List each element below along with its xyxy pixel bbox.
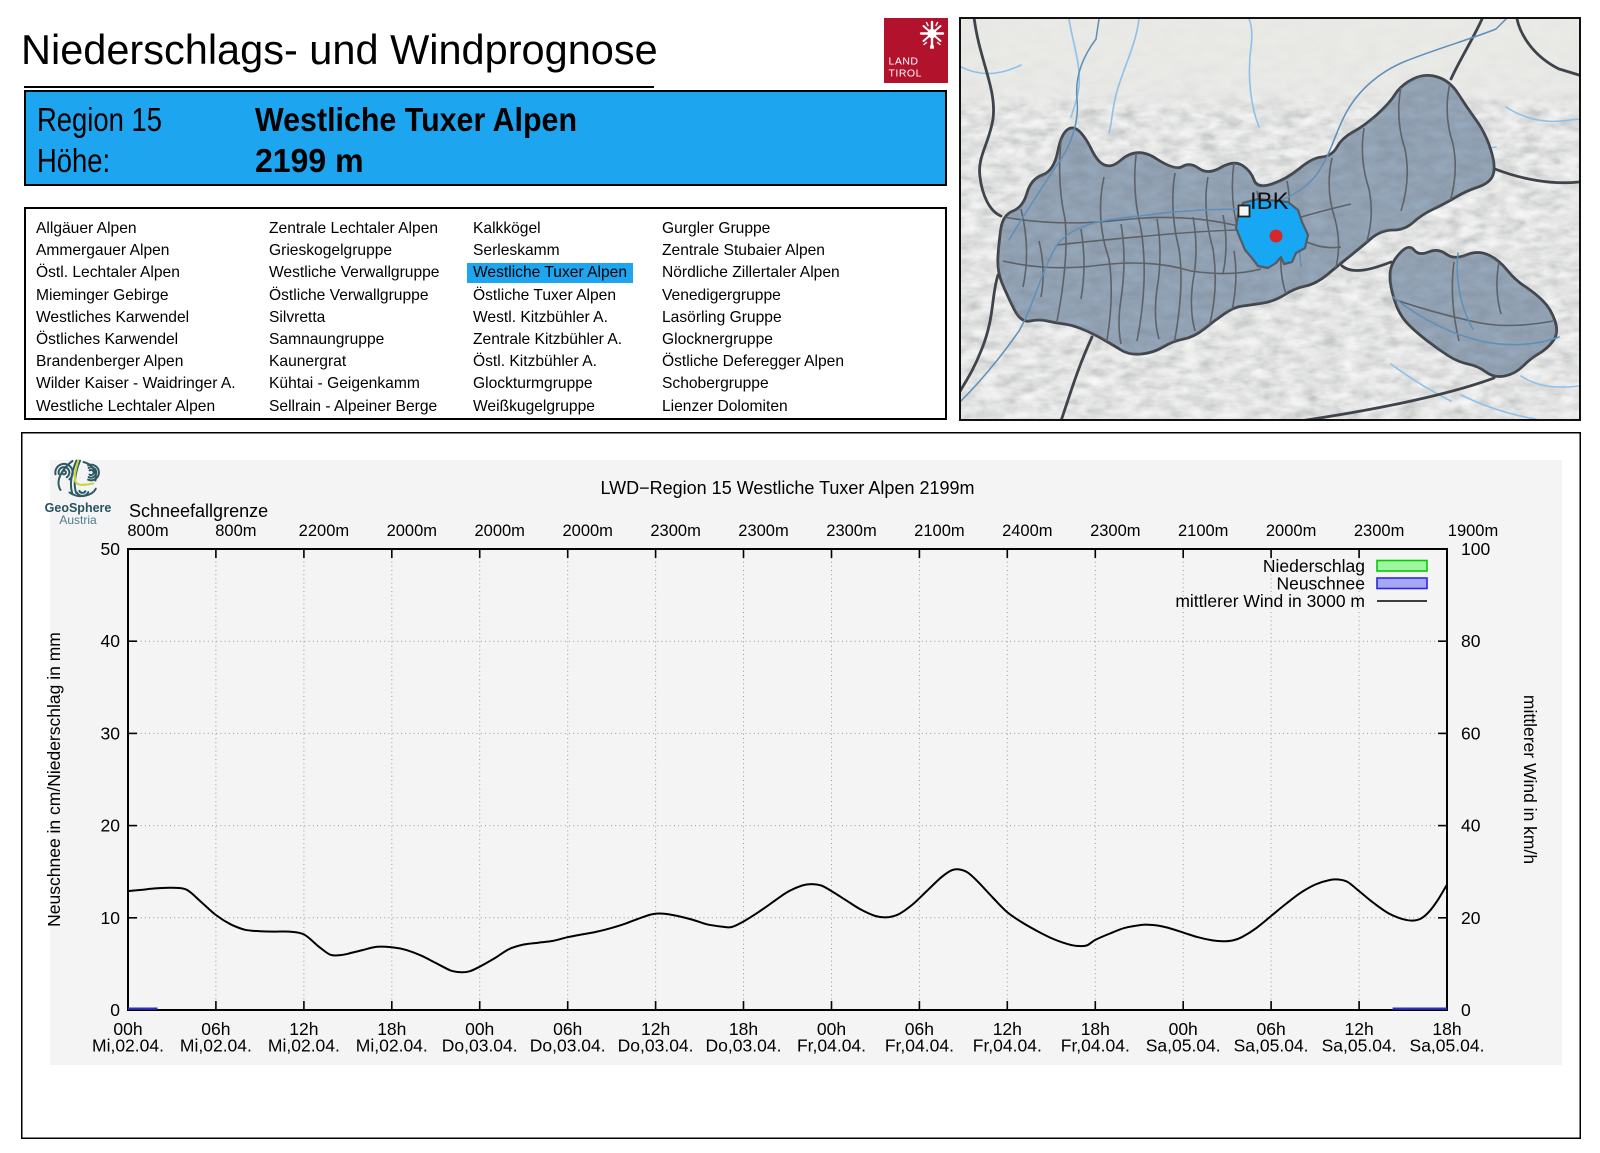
svg-text:mittlerer Wind in 3000 m: mittlerer Wind in 3000 m — [1175, 591, 1365, 611]
svg-text:18h: 18h — [1432, 1019, 1461, 1039]
svg-text:Do,03.04.: Do,03.04. — [530, 1036, 606, 1056]
svg-text:Mi,02.04.: Mi,02.04. — [92, 1036, 164, 1056]
svg-text:Mi,02.04.: Mi,02.04. — [180, 1036, 252, 1056]
svg-text:Sa,05.04.: Sa,05.04. — [1410, 1036, 1485, 1056]
svg-text:Fr,04.04.: Fr,04.04. — [1061, 1036, 1130, 1056]
svg-text:18h: 18h — [1081, 1019, 1110, 1039]
svg-text:2000m: 2000m — [474, 522, 524, 540]
svg-text:40: 40 — [101, 631, 121, 651]
svg-text:06h: 06h — [1256, 1019, 1285, 1039]
svg-text:Fr,04.04.: Fr,04.04. — [973, 1036, 1042, 1056]
svg-text:0: 0 — [110, 1000, 120, 1020]
svg-text:Do,03.04.: Do,03.04. — [618, 1036, 694, 1056]
svg-text:2300m: 2300m — [826, 522, 876, 540]
svg-text:20: 20 — [101, 816, 121, 836]
svg-text:Schneefallgrenze: Schneefallgrenze — [129, 501, 268, 521]
svg-text:12h: 12h — [289, 1019, 318, 1039]
svg-text:Fr,04.04.: Fr,04.04. — [797, 1036, 866, 1056]
svg-text:GeoSphere: GeoSphere — [45, 501, 112, 515]
svg-text:Neuschnee in cm/Niederschlag i: Neuschnee in cm/Niederschlag in mm — [44, 632, 64, 927]
svg-text:Niederschlag: Niederschlag — [1263, 556, 1365, 576]
svg-text:12h: 12h — [993, 1019, 1022, 1039]
svg-text:2300m: 2300m — [1090, 522, 1140, 540]
svg-text:00h: 00h — [1169, 1019, 1198, 1039]
svg-text:Sa,05.04.: Sa,05.04. — [1146, 1036, 1221, 1056]
svg-text:00h: 00h — [817, 1019, 846, 1039]
svg-text:2100m: 2100m — [914, 522, 964, 540]
svg-text:2000m: 2000m — [1266, 522, 1316, 540]
svg-text:06h: 06h — [201, 1019, 230, 1039]
svg-text:LWD−Region 15 Westliche Tuxer: LWD−Region 15 Westliche Tuxer Alpen 2199… — [600, 478, 974, 498]
svg-text:100: 100 — [1461, 539, 1490, 559]
svg-text:10: 10 — [101, 908, 121, 928]
svg-text:2100m: 2100m — [1178, 522, 1228, 540]
svg-text:00h: 00h — [113, 1019, 142, 1039]
svg-text:Neuschnee: Neuschnee — [1276, 574, 1365, 594]
svg-text:00h: 00h — [465, 1019, 494, 1039]
svg-text:2200m: 2200m — [299, 522, 349, 540]
svg-text:Fr,04.04.: Fr,04.04. — [885, 1036, 954, 1056]
svg-text:Do,03.04.: Do,03.04. — [442, 1036, 518, 1056]
svg-text:06h: 06h — [553, 1019, 582, 1039]
svg-text:800m: 800m — [127, 522, 168, 540]
svg-text:2300m: 2300m — [1354, 522, 1404, 540]
svg-text:2300m: 2300m — [738, 522, 788, 540]
svg-text:40: 40 — [1461, 816, 1481, 836]
svg-text:Sa,05.04.: Sa,05.04. — [1322, 1036, 1397, 1056]
svg-text:Do,03.04.: Do,03.04. — [706, 1036, 782, 1056]
svg-text:50: 50 — [101, 539, 121, 559]
svg-text:mittlerer Wind in km/h: mittlerer Wind in km/h — [1520, 695, 1540, 864]
svg-text:80: 80 — [1461, 631, 1481, 651]
svg-text:Mi,02.04.: Mi,02.04. — [268, 1036, 340, 1056]
svg-text:TIROL: TIROL — [889, 68, 922, 80]
svg-text:Sa,05.04.: Sa,05.04. — [1234, 1036, 1309, 1056]
svg-text:Mi,02.04.: Mi,02.04. — [356, 1036, 428, 1056]
svg-text:18h: 18h — [377, 1019, 406, 1039]
svg-text:12h: 12h — [641, 1019, 670, 1039]
svg-text:2000m: 2000m — [562, 522, 612, 540]
svg-text:2400m: 2400m — [1002, 522, 1052, 540]
svg-text:30: 30 — [101, 723, 121, 743]
svg-text:60: 60 — [1461, 723, 1481, 743]
svg-text:18h: 18h — [729, 1019, 758, 1039]
svg-text:IBK: IBK — [1250, 188, 1289, 215]
svg-text:800m: 800m — [215, 522, 256, 540]
svg-text:1900m: 1900m — [1448, 522, 1498, 540]
svg-text:12h: 12h — [1344, 1019, 1373, 1039]
svg-text:2300m: 2300m — [650, 522, 700, 540]
svg-text:LAND: LAND — [889, 56, 919, 68]
svg-text:06h: 06h — [905, 1019, 934, 1039]
svg-text:0: 0 — [1461, 1000, 1471, 1020]
svg-text:20: 20 — [1461, 908, 1481, 928]
svg-text:Austria: Austria — [59, 513, 97, 527]
svg-text:2000m: 2000m — [387, 522, 437, 540]
